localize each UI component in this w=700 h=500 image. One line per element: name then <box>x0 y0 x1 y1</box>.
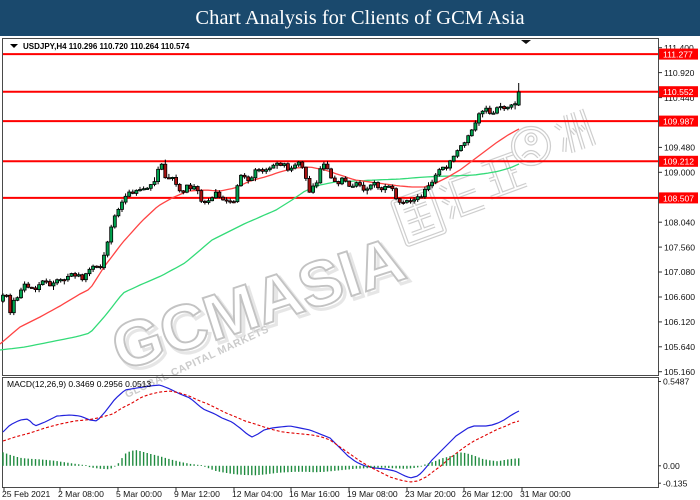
svg-text:2 Mar 08:00: 2 Mar 08:00 <box>58 489 104 499</box>
svg-text:USDJPY,H4 110.296 110.720 110: USDJPY,H4 110.296 110.720 110.264 110.57… <box>23 42 190 51</box>
svg-text:109.000: 109.000 <box>664 168 695 178</box>
svg-text:110.440: 110.440 <box>664 93 695 103</box>
svg-text:106.600: 106.600 <box>664 292 695 302</box>
svg-text:0.00: 0.00 <box>663 461 680 471</box>
svg-text:31 Mar 00:00: 31 Mar 00:00 <box>520 489 571 499</box>
svg-text:26 Mar 12:00: 26 Mar 12:00 <box>462 489 513 499</box>
svg-text:16 Mar 16:00: 16 Mar 16:00 <box>289 489 340 499</box>
svg-text:0.5487: 0.5487 <box>663 377 690 387</box>
svg-text:107.560: 107.560 <box>664 242 695 252</box>
svg-text:25 Feb 2021: 25 Feb 2021 <box>2 489 50 499</box>
svg-text:-0.135: -0.135 <box>663 478 688 488</box>
svg-text:105.640: 105.640 <box>664 342 695 352</box>
svg-text:105.160: 105.160 <box>664 367 695 377</box>
svg-text:108.040: 108.040 <box>664 217 695 227</box>
svg-text:106.120: 106.120 <box>664 317 695 327</box>
svg-text:108.507: 108.507 <box>663 193 694 203</box>
svg-text:109.480: 109.480 <box>664 143 695 153</box>
svg-text:19 Mar 08:00: 19 Mar 08:00 <box>347 489 398 499</box>
svg-text:109.987: 109.987 <box>663 117 694 127</box>
svg-text:9 Mar 12:00: 9 Mar 12:00 <box>174 489 220 499</box>
svg-text:111.400: 111.400 <box>664 43 694 53</box>
svg-text:12 Mar 04:00: 12 Mar 04:00 <box>232 489 283 499</box>
svg-text:107.080: 107.080 <box>664 267 695 277</box>
svg-text:MACD(12,26,9) 0.3469 0.2956 0.: MACD(12,26,9) 0.3469 0.2956 0.0513 <box>7 379 151 389</box>
svg-text:5 Mar 00:00: 5 Mar 00:00 <box>116 489 162 499</box>
svg-text:110.552: 110.552 <box>663 87 694 97</box>
svg-text:23 Mar 20:00: 23 Mar 20:00 <box>405 489 456 499</box>
svg-text:111.277: 111.277 <box>663 50 693 60</box>
svg-text:109.212: 109.212 <box>663 157 694 167</box>
svg-text:110.920: 110.920 <box>664 68 695 78</box>
